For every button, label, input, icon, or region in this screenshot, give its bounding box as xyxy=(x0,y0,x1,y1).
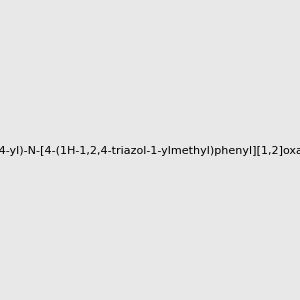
Text: 3-methyl-6-(1-methyl-1H-pyrazol-4-yl)-N-[4-(1H-1,2,4-triazol-1-ylmethyl)phenyl][: 3-methyl-6-(1-methyl-1H-pyrazol-4-yl)-N-… xyxy=(0,146,300,157)
